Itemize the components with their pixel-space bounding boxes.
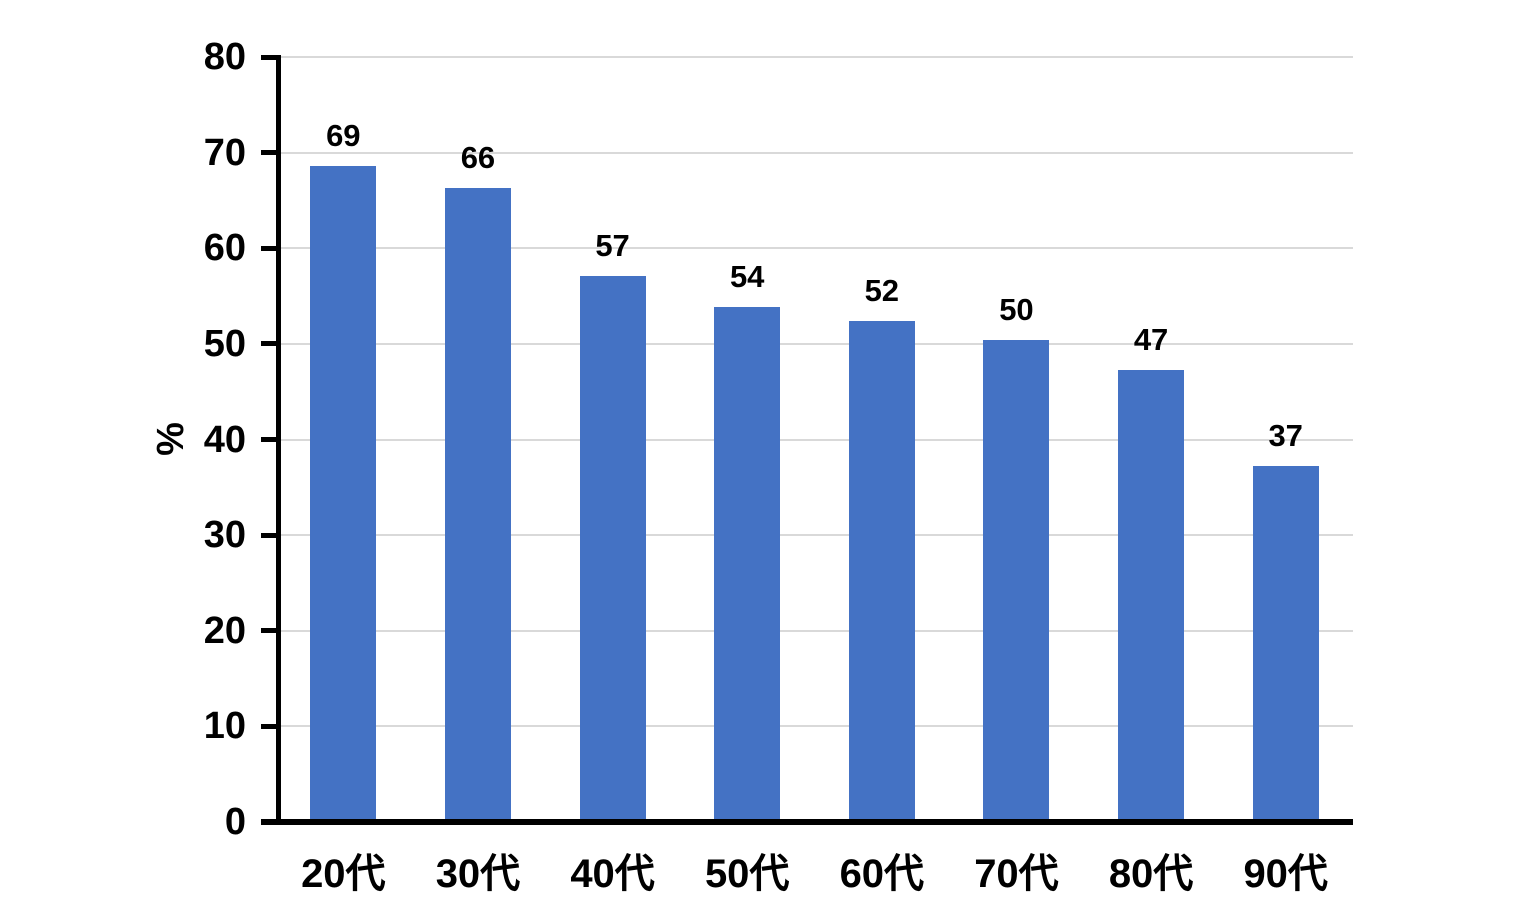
y-tick-label-30: 30 <box>203 514 246 557</box>
gridline-60 <box>276 247 1353 250</box>
bar-20代 <box>310 166 377 822</box>
gridline-80 <box>276 56 1353 58</box>
y-tick-label-10: 10 <box>203 705 246 748</box>
y-tick-label-70: 70 <box>203 131 246 174</box>
data-label-90代: 37 <box>1268 418 1303 454</box>
x-tick-label-80代: 80代 <box>1108 852 1194 896</box>
y-tick-label-50: 50 <box>203 322 246 365</box>
x-tick-label-30代: 30代 <box>435 852 521 896</box>
x-tick-label-40代: 40代 <box>570 852 655 896</box>
y-tick-label-60: 60 <box>203 227 246 270</box>
gridline-70 <box>276 151 1353 154</box>
y-tickmark-80 <box>261 54 281 60</box>
x-tick-label-70代: 70代 <box>974 852 1059 896</box>
data-label-70代: 50 <box>999 292 1034 328</box>
y-tickmark-50 <box>261 341 281 347</box>
bar-80代 <box>1118 369 1185 822</box>
data-label-40代: 57 <box>595 227 630 263</box>
y-tick-label-0: 0 <box>224 801 246 843</box>
bar-40代 <box>579 275 646 822</box>
gridline-30 <box>276 534 1353 537</box>
data-label-60代: 52 <box>864 272 900 308</box>
bar-70代 <box>983 340 1050 822</box>
y-tickmark-60 <box>261 245 281 251</box>
y-tickmark-10 <box>261 723 281 729</box>
y-tickmark-40 <box>261 437 281 442</box>
data-label-20代: 69 <box>326 118 361 153</box>
gridline-20 <box>276 629 1353 632</box>
data-label-80代: 47 <box>1133 321 1169 357</box>
x-tick-label-20代: 20代 <box>301 852 386 896</box>
data-label-30代: 66 <box>460 140 496 175</box>
y-tickmark-70 <box>261 150 281 156</box>
x-axis-line <box>261 819 1353 825</box>
y-tickmark-30 <box>261 532 281 538</box>
y-tickmark-20 <box>261 628 281 634</box>
y-axis-line <box>276 55 281 822</box>
y-tick-label-20: 20 <box>203 609 246 652</box>
gridline-40 <box>276 438 1353 441</box>
bar-50代 <box>714 306 781 822</box>
data-label-50代: 54 <box>729 258 765 294</box>
y-tick-label-40: 40 <box>203 418 246 461</box>
gridline-10 <box>276 725 1353 728</box>
gridline-50 <box>276 342 1353 345</box>
x-tick-label-90代: 90代 <box>1243 852 1328 896</box>
bar-60代 <box>848 320 915 822</box>
y-tick-label-80: 80 <box>203 36 246 78</box>
x-tick-label-60代: 60代 <box>839 852 925 896</box>
x-tick-label-50代: 50代 <box>704 852 790 896</box>
bar-90代 <box>1252 466 1319 822</box>
bar-30代 <box>444 188 511 822</box>
